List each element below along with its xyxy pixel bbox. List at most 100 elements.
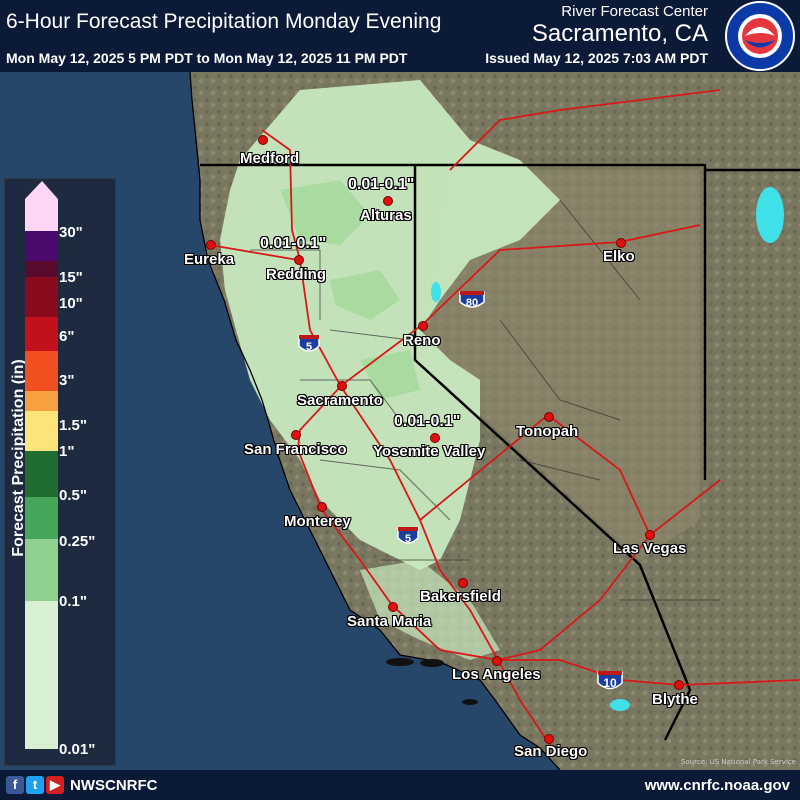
social-handle[interactable]: NWSCNRFC bbox=[70, 777, 158, 794]
city-marker-eureka bbox=[206, 240, 216, 250]
city-marker-redding bbox=[294, 255, 304, 265]
city-marker-alturas bbox=[383, 196, 393, 206]
city-label-bakersfield: Bakersfield bbox=[420, 588, 501, 605]
legend-swatch-15 bbox=[25, 261, 58, 277]
precip-patch bbox=[280, 180, 370, 245]
forecast-period: Mon May 12, 2025 5 PM PDT to Mon May 12,… bbox=[6, 50, 408, 66]
subtitle-bar bbox=[0, 46, 720, 72]
county-lines bbox=[250, 199, 720, 601]
precip-light-south bbox=[360, 560, 500, 660]
city-label-las-vegas: Las Vegas bbox=[613, 540, 687, 557]
twitter-icon[interactable]: t bbox=[26, 776, 44, 794]
coastline bbox=[189, 71, 561, 771]
facebook-icon[interactable]: f bbox=[6, 776, 24, 794]
city-label-san-diego: San Diego bbox=[514, 743, 588, 760]
interstate-shield-icon: 5 bbox=[397, 527, 419, 545]
amount-label: 0.01-0.1" bbox=[394, 413, 461, 430]
legend-tick: 3" bbox=[59, 372, 75, 389]
city-marker-los-angeles bbox=[492, 656, 502, 666]
city-marker-medford bbox=[258, 135, 268, 145]
city-label-redding: Redding bbox=[266, 266, 326, 283]
issued-time: Issued May 12, 2025 7:03 AM PDT bbox=[485, 50, 708, 66]
city-marker-bakersfield bbox=[458, 578, 468, 588]
map-title: 6-Hour Forecast Precipitation Monday Eve… bbox=[6, 10, 442, 33]
city-marker-blythe bbox=[674, 680, 684, 690]
desert-region bbox=[420, 170, 700, 560]
city-marker-san-francisco bbox=[291, 430, 301, 440]
office-name: Sacramento, CA bbox=[531, 20, 708, 47]
island bbox=[386, 658, 414, 666]
city-label-los-angeles: Los Angeles bbox=[452, 666, 541, 683]
center-name: River Forecast Center bbox=[561, 3, 708, 20]
legend-tick: 0.25" bbox=[59, 533, 96, 550]
nws-logo-icon bbox=[725, 1, 795, 71]
precip-patch bbox=[360, 350, 420, 400]
city-label-eureka: Eureka bbox=[184, 251, 235, 268]
legend-swatch-above-30 bbox=[25, 199, 58, 231]
city-label-reno: Reno bbox=[403, 332, 441, 349]
website-link[interactable]: www.cnrfc.noaa.gov bbox=[644, 777, 790, 794]
source-credit: Source: US National Park Service bbox=[680, 758, 796, 766]
island bbox=[420, 659, 444, 667]
shield-number: 5 bbox=[306, 341, 312, 353]
legend-swatch-6 bbox=[25, 317, 58, 351]
legend-tick: 15" bbox=[59, 269, 83, 286]
shield-number: 10 bbox=[603, 676, 617, 690]
city-marker-tonopah bbox=[544, 412, 554, 422]
legend-tick: 10" bbox=[59, 295, 83, 312]
precipitation-legend: Forecast Precipitation (in) 30" 15" 10" … bbox=[4, 178, 116, 766]
legend-tick: 1" bbox=[59, 443, 75, 460]
legend-swatch-1 bbox=[25, 411, 58, 451]
interstate-shield-icon: 5 bbox=[298, 335, 320, 353]
legend-swatch-0-01 bbox=[25, 601, 58, 749]
amount-label: 0.01-0.1" bbox=[260, 235, 327, 252]
city-marker-elko bbox=[616, 238, 626, 248]
city-marker-santa-maria bbox=[388, 602, 398, 612]
city-marker-monterey bbox=[317, 502, 327, 512]
youtube-icon[interactable]: ▶ bbox=[46, 776, 64, 794]
legend-swatch-0-1 bbox=[25, 539, 58, 601]
city-label-alturas: Alturas bbox=[360, 207, 412, 224]
legend-swatch-0-5 bbox=[25, 451, 58, 497]
precip-patch bbox=[330, 270, 400, 320]
legend-tick: 1.5" bbox=[59, 417, 87, 434]
city-label-monterey: Monterey bbox=[284, 513, 351, 530]
amount-label: 0.01-0.1" bbox=[348, 176, 415, 193]
legend-tick: 30" bbox=[59, 224, 83, 241]
legend-swatch-10 bbox=[25, 277, 58, 317]
city-label-medford: Medford bbox=[240, 150, 300, 167]
shield-number: 5 bbox=[405, 533, 411, 545]
lake bbox=[756, 187, 784, 243]
city-label-santa-maria: Santa Maria bbox=[347, 613, 432, 630]
legend-swatch-0-25 bbox=[25, 497, 58, 539]
legend-tick: 0.01" bbox=[59, 741, 96, 758]
legend-swatch-30 bbox=[25, 231, 58, 261]
interstate-shield-icon: 10 bbox=[597, 671, 623, 690]
legend-tick: 0.1" bbox=[59, 593, 87, 610]
city-marker-las-vegas bbox=[645, 530, 655, 540]
city-marker-reno bbox=[418, 321, 428, 331]
social-links: f t ▶ bbox=[6, 776, 64, 794]
legend-arrow bbox=[25, 181, 58, 199]
lake bbox=[610, 699, 630, 711]
city-label-tonopah: Tonopah bbox=[516, 423, 579, 440]
footer-bar bbox=[0, 770, 800, 800]
city-label-blythe: Blythe bbox=[652, 691, 698, 708]
shield-number: 80 bbox=[466, 297, 478, 309]
lake bbox=[431, 282, 441, 302]
legend-tick: 6" bbox=[59, 328, 75, 345]
legend-swatch-1-5 bbox=[25, 391, 58, 411]
city-label-san-francisco: San Francisco bbox=[244, 441, 347, 458]
city-label-elko: Elko bbox=[603, 248, 635, 265]
legend-swatch-3 bbox=[25, 351, 58, 391]
city-marker-yosemite-valley bbox=[430, 433, 440, 443]
city-label-yosemite-valley: Yosemite Valley bbox=[373, 443, 486, 460]
island bbox=[462, 699, 478, 705]
city-label-sacramento: Sacramento bbox=[297, 392, 383, 409]
state-border bbox=[200, 163, 800, 741]
city-marker-san-diego bbox=[544, 734, 554, 744]
city-marker-sacramento bbox=[337, 381, 347, 391]
interstate-shield-icon: 80 bbox=[459, 291, 485, 309]
